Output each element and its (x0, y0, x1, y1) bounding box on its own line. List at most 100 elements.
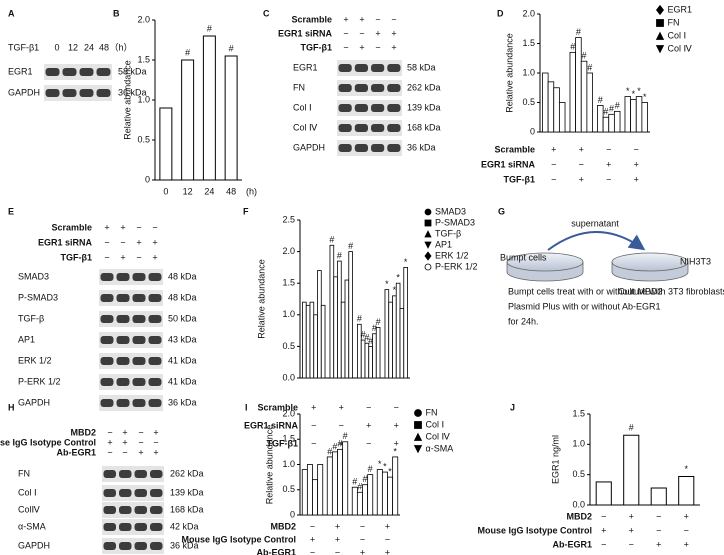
condition-sign: + (339, 402, 344, 412)
legend-label: Col Ⅰ (668, 30, 687, 40)
band-label: AP1 (18, 334, 35, 344)
band-label: FN (293, 82, 305, 92)
legend-label: EGR1 (668, 4, 693, 14)
band-label: ERK 1/2 (18, 355, 52, 365)
significance-mark: * (383, 461, 387, 471)
y-tick-label: 0.5 (282, 484, 295, 494)
condition-sign: − (601, 539, 606, 549)
condition-sign: − (136, 252, 141, 262)
blot-band (387, 124, 401, 132)
condition-sign: + (311, 402, 316, 412)
blot-band (119, 542, 132, 550)
condition-label: TGF-β1 (267, 438, 299, 448)
blot-band (371, 104, 385, 112)
bar (575, 37, 582, 133)
bar (159, 107, 173, 181)
caption-line: for 24h. (508, 316, 539, 326)
band-label: FN (18, 468, 30, 478)
significance-mark: * (393, 446, 397, 456)
caption-line: Culture with 3T3 fibroblasts for 24h. (618, 286, 724, 296)
legend-label: Col Ⅳ (426, 431, 451, 441)
legend-label: P-SMAD3 (435, 217, 475, 227)
y-tick-label: 1.0 (282, 309, 295, 319)
band-size: 36 kDa (168, 397, 197, 407)
blot-strip (99, 269, 163, 285)
band-label: P-SMAD3 (18, 292, 58, 302)
bar (384, 289, 390, 379)
condition-sign: + (684, 539, 689, 549)
blot-band (371, 124, 385, 132)
bar (362, 484, 369, 516)
legend-label: AP1 (435, 239, 452, 249)
y-tick-label: 1.5 (522, 38, 535, 48)
significance-mark: # (376, 317, 381, 327)
significance-mark: # (357, 482, 362, 492)
x-tick-label: 0 (163, 186, 168, 196)
condition-sign: − (104, 252, 109, 262)
blot-band (338, 104, 352, 112)
bar (320, 304, 326, 379)
blot-band (132, 273, 146, 281)
condition-label: TGF-β1 (504, 174, 536, 184)
bar (613, 110, 621, 133)
band-size: 42 kDa (170, 521, 199, 531)
legend-label: TGF-β (435, 228, 461, 238)
blot-band (134, 506, 147, 514)
condition-sign: + (335, 534, 340, 544)
blot-strip (337, 80, 402, 96)
blot-band (79, 89, 94, 97)
bar (224, 55, 238, 181)
condition-sign: − (579, 159, 584, 169)
condition-sign: + (343, 14, 348, 24)
blot-band (116, 357, 130, 365)
blot-strip (99, 311, 163, 327)
blot-strip (102, 502, 164, 518)
condition-label: Scramble (257, 402, 298, 412)
blot-band (119, 489, 132, 497)
blot-band (100, 315, 114, 323)
legend-label: FN (426, 407, 438, 417)
condition-label: EGR1 siRNA (481, 159, 536, 169)
condition-sign: − (634, 144, 639, 154)
band-label: ColⅣ (18, 504, 41, 514)
band-size: 58 kDa (407, 62, 436, 72)
band-size: 58 kDa (118, 66, 147, 76)
y-tick-label: 1.0 (282, 459, 295, 469)
blot-strip (99, 290, 163, 306)
y-axis-label: Relative abundance (256, 259, 266, 339)
bar (313, 314, 318, 379)
blot-band (387, 64, 401, 72)
bar (372, 333, 377, 379)
lane-label: 48 (99, 42, 109, 52)
blot-band (150, 470, 163, 478)
legend-marker (655, 45, 665, 54)
y-tick-label: 0 (530, 126, 535, 136)
condition-sign: + (579, 144, 584, 154)
condition-sign: + (335, 521, 340, 531)
condition-sign: − (152, 222, 157, 232)
bar (344, 279, 350, 379)
y-tick-label: 1.5 (282, 278, 295, 288)
condition-sign: + (551, 144, 556, 154)
significance-mark: # (338, 439, 343, 449)
condition-sign: − (311, 420, 316, 430)
blot-band (116, 294, 130, 302)
bar (312, 479, 319, 516)
y-tick-label: 2.0 (137, 14, 150, 24)
blot-strip (44, 64, 112, 80)
y-tick-label: 2.0 (282, 246, 295, 256)
band-label: Col Ⅳ (293, 122, 318, 132)
blot-strip (102, 466, 164, 482)
y-tick-label: 1.5 (572, 408, 585, 418)
y-tick-label: 1.0 (522, 67, 535, 77)
significance-mark: * (393, 285, 397, 295)
legend-marker (655, 4, 665, 16)
bar (399, 308, 405, 379)
condition-sign: − (107, 427, 112, 437)
significance-mark: * (684, 464, 688, 474)
condition-sign: − (343, 28, 348, 38)
significance-mark: # (615, 101, 620, 111)
blot-band (354, 124, 368, 132)
significance-mark: # (329, 235, 334, 245)
legend-marker (424, 230, 432, 238)
